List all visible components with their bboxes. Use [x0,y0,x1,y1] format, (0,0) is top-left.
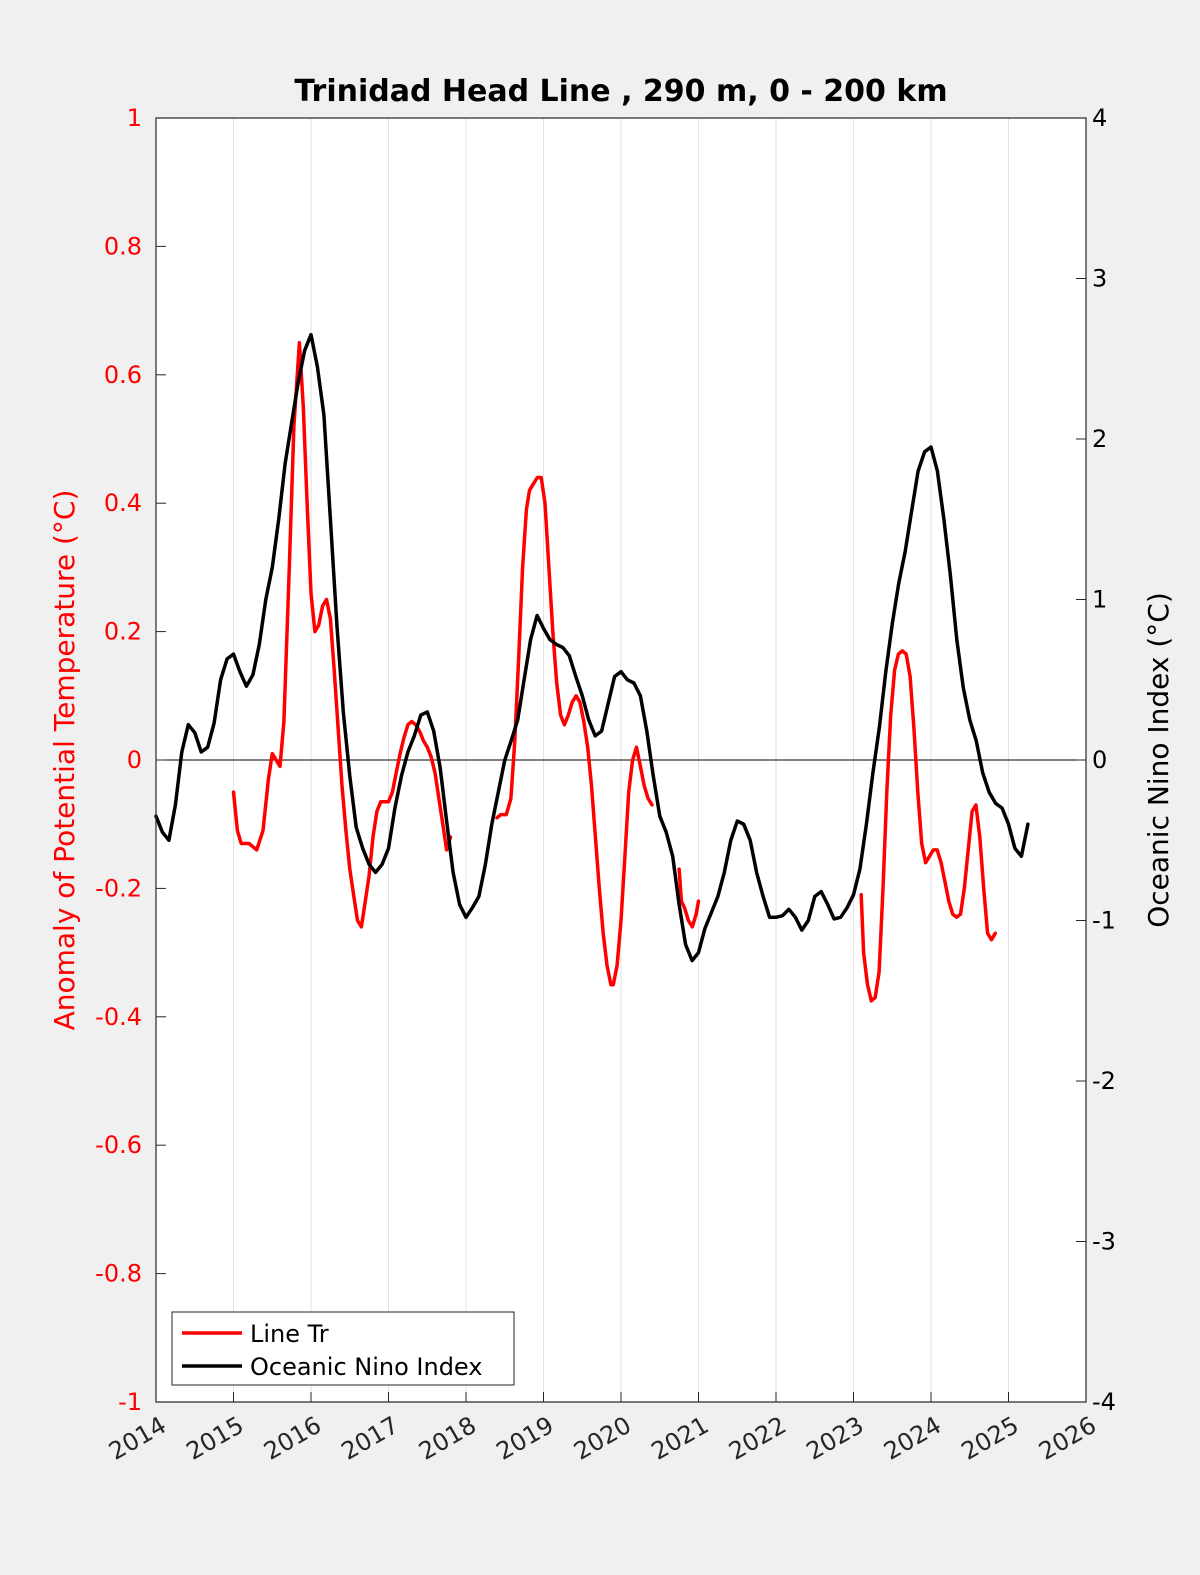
series-line-tr-segment-1 [495,475,654,987]
left-tick-label: 0 [127,746,142,774]
series-line-tr-segment-2 [677,867,701,929]
left-tick-label: -0.2 [95,874,142,902]
legend-label-line-tr: Line Tr [250,1320,329,1348]
left-tick-label: -0.6 [95,1131,142,1159]
right-tick-label: -4 [1092,1388,1116,1416]
right-tick-label: 1 [1092,586,1107,614]
chart-title: Trinidad Head Line , 290 m, 0 - 200 km [294,74,947,109]
right-tick-label: 4 [1092,104,1107,132]
right-y-axis-label: Oceanic Nino Index (°C) [1142,592,1175,928]
series-layer [154,332,1030,1003]
series-line-tr-segment-3 [859,649,998,1003]
left-tick-label: -1 [118,1388,142,1416]
right-tick-label: 3 [1092,265,1107,293]
right-tick-label: 0 [1092,746,1107,774]
legend-box [171,1311,515,1386]
left-axis-ticks: -1 -0.8 -0.6 -0.4 -0.2 0 0.2 0.4 0.6 0.8 1 [95,104,166,1416]
left-tick-label: 0.2 [104,618,142,646]
left-tick-label: 0.8 [104,232,142,260]
right-tick-label: 2 [1092,425,1107,453]
right-axis-ticks: -4 -3 -2 -1 0 1 2 3 4 [1076,104,1116,1416]
left-tick-label: 0.6 [104,361,142,389]
left-tick-label: -0.4 [95,1003,142,1031]
left-tick-label: 0.4 [104,489,142,517]
right-tick-label: -3 [1092,1228,1116,1256]
legend-label-oceanic-nino-index: Oceanic Nino Index [250,1353,482,1381]
left-tick-label: -0.8 [95,1260,142,1288]
right-tick-label: -2 [1092,1067,1116,1095]
left-tick-label: 1 [127,104,142,132]
legend: Line Tr Oceanic Nino Index [171,1311,515,1386]
right-tick-label: -1 [1092,907,1116,935]
series-oceanic-nino-index-segment-0 [154,332,1030,963]
left-y-axis-label: Anomaly of Potential Temperature (°C) [48,490,81,1031]
